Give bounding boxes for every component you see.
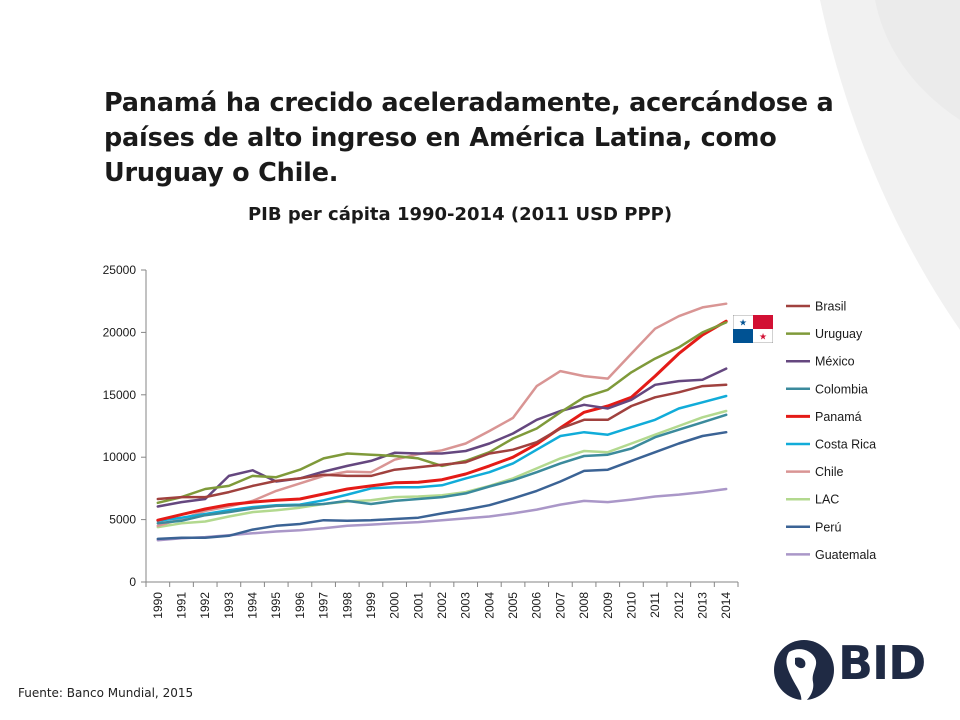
series-line-uruguay	[156, 321, 728, 505]
x-tick-label: 2004	[482, 592, 496, 619]
series-line-chile	[156, 302, 728, 528]
x-tick-label: 2010	[624, 592, 638, 619]
legend-label: Panamá	[815, 410, 862, 424]
x-tick-label: 2013	[695, 592, 709, 619]
series-line-panam-	[156, 319, 728, 522]
series-line-costa-rica	[156, 394, 728, 523]
series-line-guatemala	[156, 487, 728, 542]
corner-decoration	[820, 0, 960, 330]
x-tick-label: 2001	[411, 592, 425, 619]
x-tick-label: 1996	[293, 592, 307, 619]
svg-text:★: ★	[759, 333, 767, 343]
y-tick-label: 5000	[109, 513, 136, 527]
x-tick-label: 2002	[435, 592, 449, 619]
x-tick-label: 2012	[672, 592, 686, 619]
x-tick-label: 2009	[601, 592, 615, 619]
legend-label: Guatemala	[815, 548, 876, 562]
series-line-brasil	[156, 383, 728, 501]
x-tick-label: 1993	[222, 592, 236, 619]
x-tick-label: 2003	[459, 592, 473, 619]
legend-label: México	[815, 355, 855, 369]
x-tick-label: 1990	[151, 592, 165, 619]
source-note: Fuente: Banco Mundial, 2015	[18, 686, 194, 700]
x-tick-label: 2007	[553, 592, 567, 619]
y-tick-label: 0	[129, 575, 136, 589]
x-tick-label: 2006	[530, 592, 544, 619]
x-tick-label: 1991	[175, 592, 189, 619]
x-tick-label: 2000	[388, 592, 402, 619]
y-tick-label: 25000	[103, 263, 137, 277]
legend-label: LAC	[815, 493, 839, 507]
chart-title: PIB per cápita 1990-2014 (2011 USD PPP)	[247, 204, 673, 225]
x-tick-label: 2014	[719, 592, 733, 619]
legend-label: Costa Rica	[815, 438, 876, 452]
legend-label: Uruguay	[815, 327, 863, 341]
bid-logo-text: BID	[838, 636, 926, 690]
y-tick-label: 10000	[103, 450, 137, 464]
y-tick-label: 20000	[103, 325, 137, 339]
series-line-per-	[156, 430, 728, 541]
x-tick-label: 2005	[506, 592, 520, 619]
x-tick-label: 1998	[340, 592, 354, 619]
legend-label: Chile	[815, 465, 844, 479]
panama-flag-icon: ★ ★	[733, 315, 773, 343]
legend-label: Brasil	[815, 300, 846, 314]
x-tick-label: 2011	[648, 592, 662, 618]
y-tick-label: 15000	[103, 388, 137, 402]
x-tick-label: 1997	[317, 592, 331, 619]
x-tick-label: 1994	[246, 592, 260, 619]
legend-label: Perú	[815, 520, 841, 534]
x-tick-label: 1992	[198, 592, 212, 619]
series-line-colombia	[156, 413, 728, 525]
series-line-m-xico	[156, 367, 728, 508]
bid-logo-icon	[774, 640, 834, 704]
x-tick-label: 1995	[269, 592, 283, 619]
x-tick-label: 1999	[364, 592, 378, 619]
headline: Panamá ha crecido aceleradamente, acercá…	[104, 88, 834, 188]
svg-text:★: ★	[739, 319, 747, 329]
series-line-lac	[156, 409, 728, 529]
x-tick-label: 2008	[577, 592, 591, 619]
legend-label: Colombia	[815, 382, 868, 396]
